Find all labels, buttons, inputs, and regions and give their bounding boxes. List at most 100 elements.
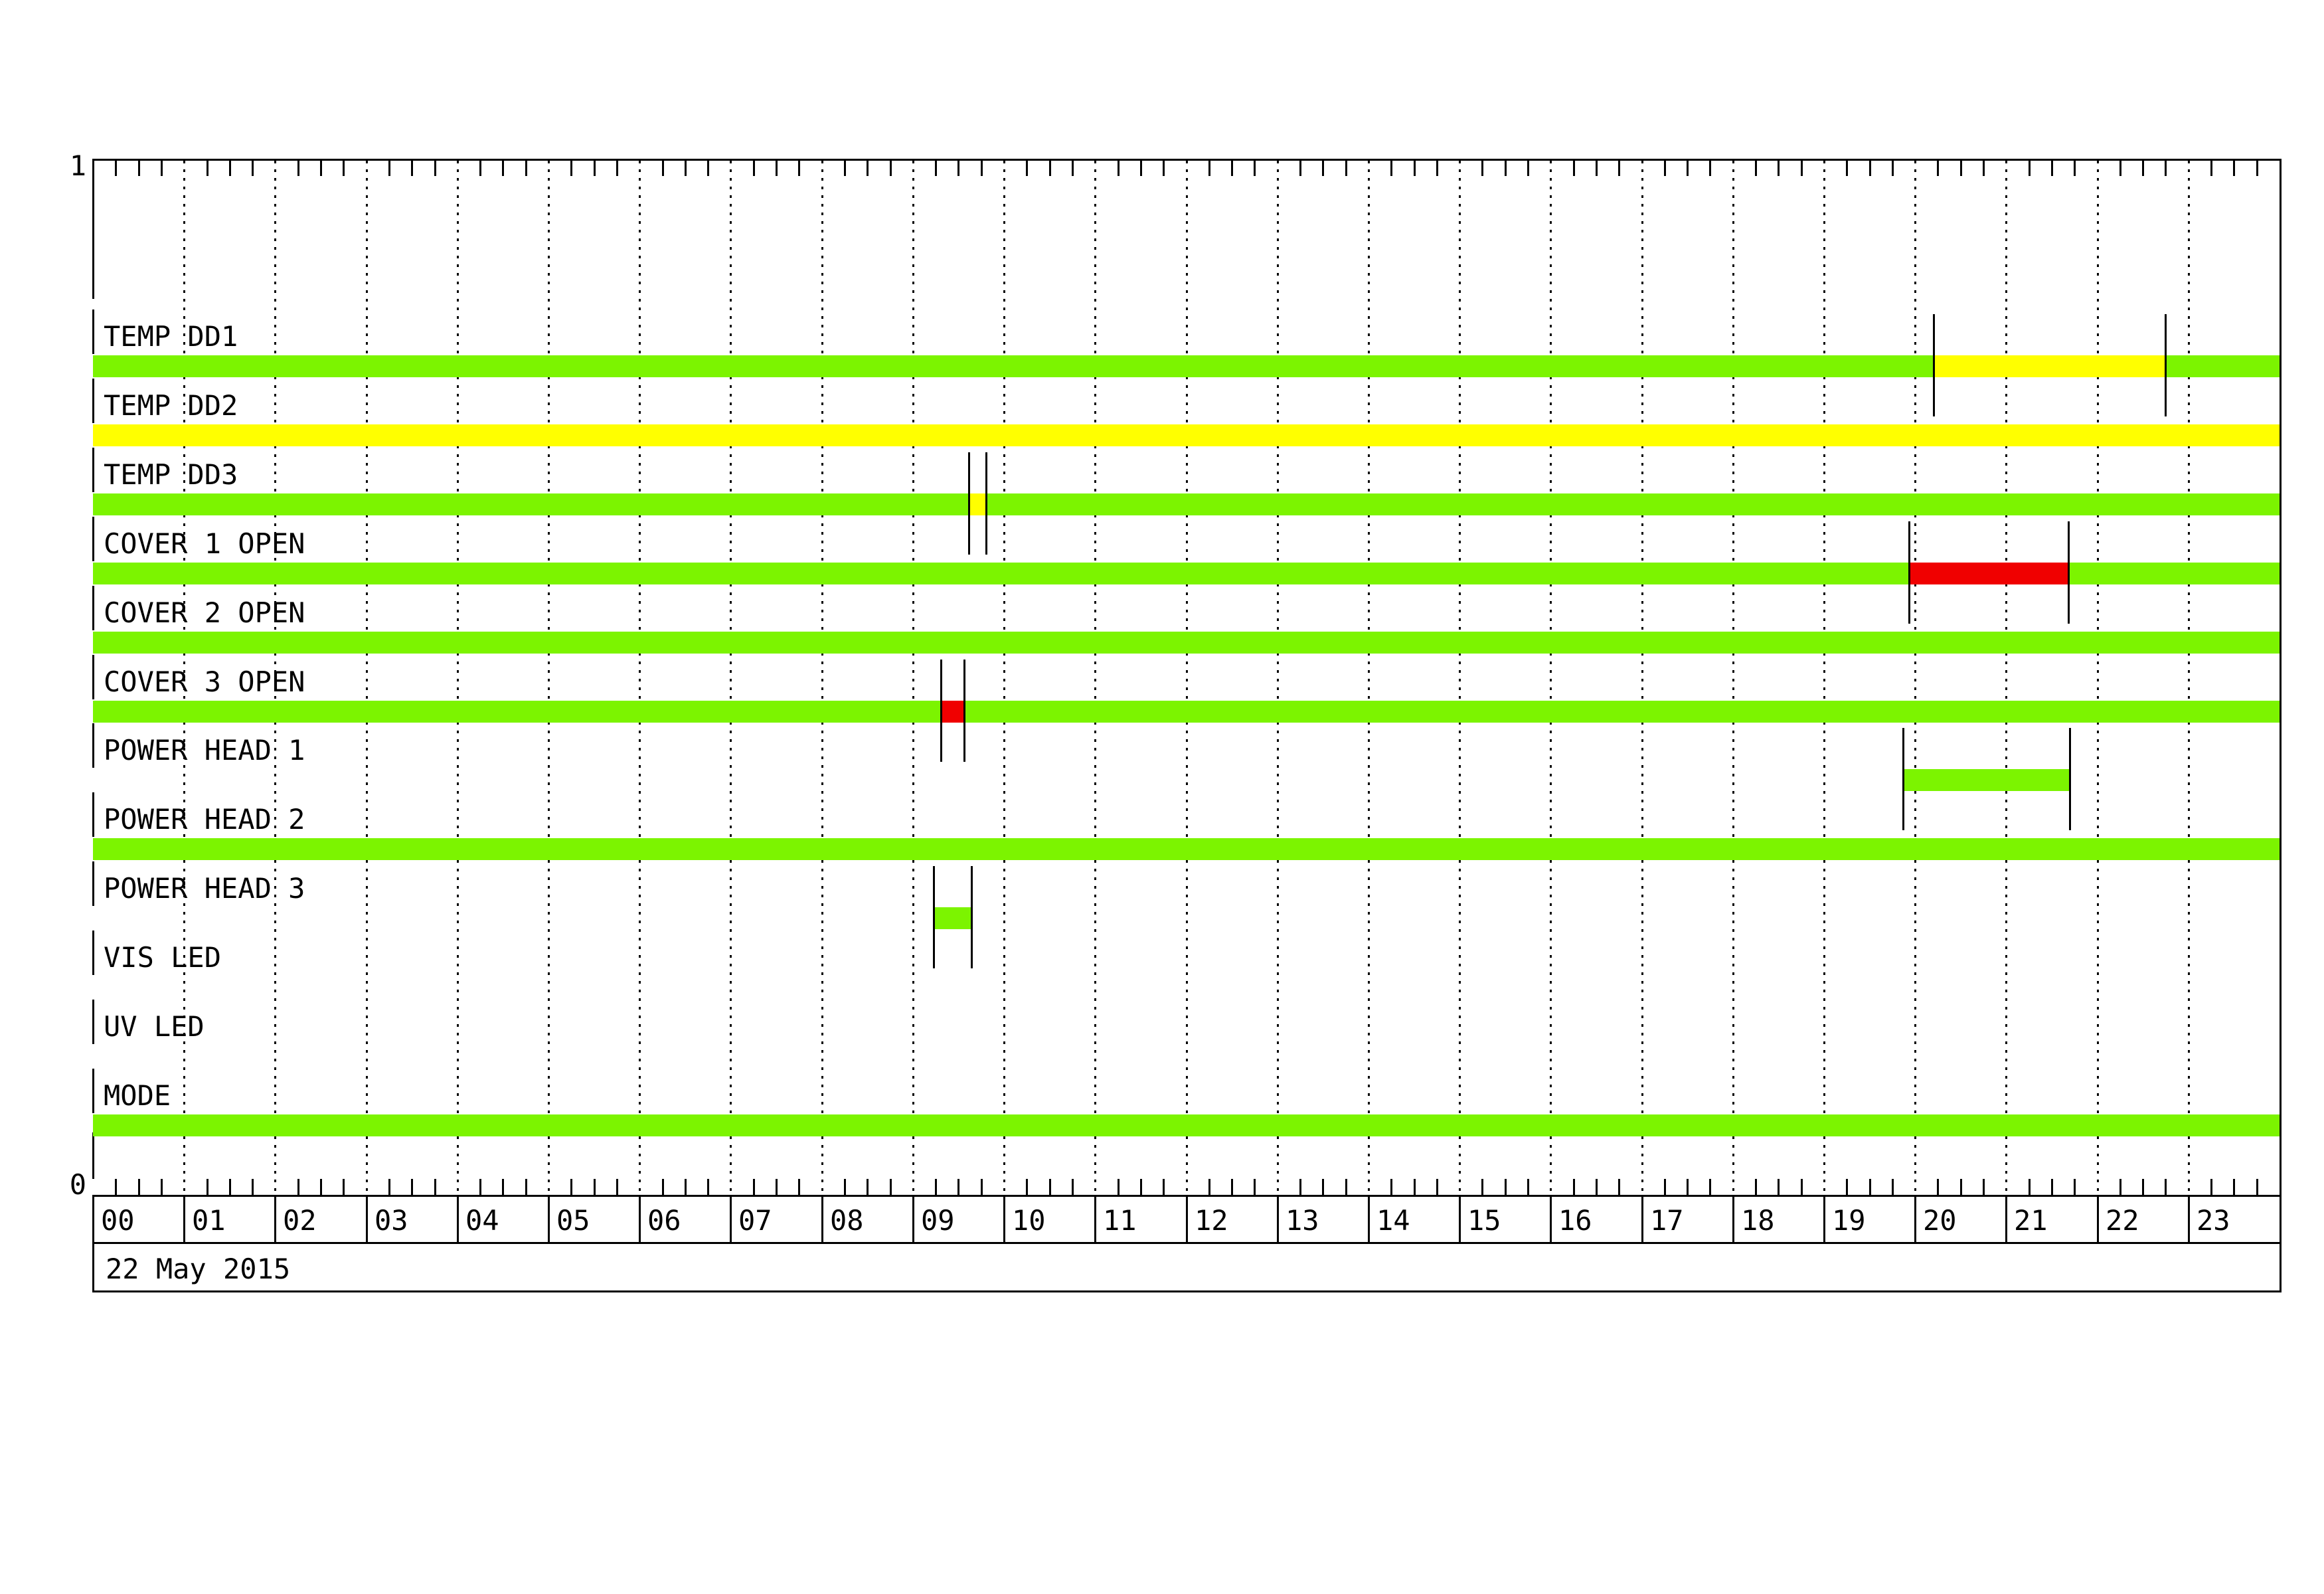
tick-15min-top (479, 160, 481, 176)
status-segment (1903, 769, 2070, 791)
hour-label: 01 (192, 1204, 226, 1237)
tick-15min-top (867, 160, 869, 176)
row-label: VIS LED (104, 941, 222, 974)
status-segment (964, 701, 2280, 723)
tick-15min-top (1208, 160, 1210, 176)
hour-label: 05 (556, 1204, 590, 1237)
tick-15min-top (776, 160, 778, 176)
tick-15min-bottom (1049, 1179, 1051, 1195)
tick-15min-top (138, 160, 140, 176)
hour-label: 04 (465, 1204, 499, 1237)
tick-15min-bottom (2074, 1179, 2076, 1195)
tick-15min-top (798, 160, 800, 176)
tick-15min-bottom (388, 1179, 390, 1195)
hour-label: 07 (738, 1204, 772, 1237)
event-marker (1933, 314, 1935, 416)
tick-15min-top (252, 160, 254, 176)
event-marker (963, 660, 965, 762)
tick-15min-bottom (1345, 1179, 1347, 1195)
row-label: COVER 2 OPEN (104, 596, 305, 629)
hour-label: 16 (1558, 1204, 1592, 1237)
tick-15min-bottom (2029, 1179, 2031, 1195)
tick-15min-bottom (1846, 1179, 1848, 1195)
hour-label: 20 (1923, 1204, 1957, 1237)
row-label: COVER 3 OPEN (104, 665, 305, 698)
grid-hour-line (1459, 161, 1461, 1195)
tick-15min-top (229, 160, 231, 176)
event-marker (2068, 521, 2070, 624)
hour-label: 15 (1467, 1204, 1501, 1237)
tick-15min-top (525, 160, 527, 176)
tick-15min-top (844, 160, 846, 176)
status-segment (986, 493, 2280, 515)
event-marker (1908, 521, 1910, 624)
y-axis-row-dash (92, 448, 94, 492)
tick-15min-top (1892, 160, 1894, 176)
hour-cell-separator (2005, 1197, 2007, 1242)
grid-hour-line (457, 161, 459, 1195)
grid-hour-line (821, 161, 823, 1195)
grid-hour-line (1914, 161, 1916, 1195)
y-axis-row-dash (92, 1069, 94, 1113)
tick-15min-bottom (1755, 1179, 1757, 1195)
tick-15min-top (662, 160, 664, 176)
hour-cell-separator (548, 1197, 550, 1242)
tick-15min-top (1299, 160, 1301, 176)
tick-15min-top (1505, 160, 1507, 176)
grid-hour-line (1732, 161, 1734, 1195)
hour-label: 10 (1012, 1204, 1046, 1237)
tick-15min-bottom (297, 1179, 299, 1195)
tick-15min-bottom (2210, 1179, 2212, 1195)
tick-15min-top (1778, 160, 1780, 176)
tick-15min-bottom (252, 1179, 254, 1195)
tick-15min-top (115, 160, 117, 176)
hour-label: 14 (1376, 1204, 1410, 1237)
grid-hour-line (1277, 161, 1279, 1195)
tick-15min-top (502, 160, 504, 176)
plot-right-border (2280, 159, 2282, 1195)
tick-15min-bottom (1118, 1179, 1120, 1195)
tick-15min-bottom (207, 1179, 208, 1195)
tick-15min-bottom (1778, 1179, 1780, 1195)
hour-label: 00 (101, 1204, 135, 1237)
tick-15min-bottom (890, 1179, 892, 1195)
grid-hour-line (1368, 161, 1370, 1195)
tick-15min-top (935, 160, 937, 176)
tick-15min-bottom (1573, 1179, 1575, 1195)
tick-15min-top (2233, 160, 2235, 176)
hour-label: 13 (1286, 1204, 1319, 1237)
tick-15min-top (1345, 160, 1347, 176)
event-marker (933, 866, 935, 968)
y-axis-row-dash (92, 655, 94, 699)
tick-15min-bottom (1322, 1179, 1324, 1195)
hour-label: 02 (283, 1204, 317, 1237)
tick-15min-top (320, 160, 322, 176)
tick-15min-bottom (935, 1179, 937, 1195)
y-axis-label-bottom: 0 (69, 1168, 86, 1201)
tick-15min-top (1163, 160, 1165, 176)
grid-hour-line (2188, 161, 2190, 1195)
y-axis-row-dash (92, 310, 94, 354)
hour-cell-separator (1641, 1197, 1643, 1242)
tick-15min-top (753, 160, 755, 176)
tick-15min-bottom (2165, 1179, 2167, 1195)
tick-15min-bottom (844, 1179, 846, 1195)
status-segment (93, 493, 969, 515)
y-axis-label-top: 1 (69, 149, 86, 182)
tick-15min-bottom (685, 1179, 687, 1195)
grid-hour-line (548, 161, 550, 1195)
tick-15min-top (2119, 160, 2121, 176)
row-label: COVER 1 OPEN (104, 527, 305, 560)
tick-15min-top (1869, 160, 1871, 176)
status-segment (1934, 355, 2166, 377)
tick-15min-top (388, 160, 390, 176)
y-axis-row-dash (92, 723, 94, 768)
y-axis-row-dash (92, 792, 94, 837)
status-segment (934, 907, 971, 929)
hour-cell-separator (639, 1197, 641, 1242)
tick-15min-bottom (2119, 1179, 2121, 1195)
hour-label: 11 (1103, 1204, 1137, 1237)
tick-15min-bottom (1892, 1179, 1894, 1195)
hour-cell-separator (1277, 1197, 1279, 1242)
tick-15min-top (570, 160, 572, 176)
